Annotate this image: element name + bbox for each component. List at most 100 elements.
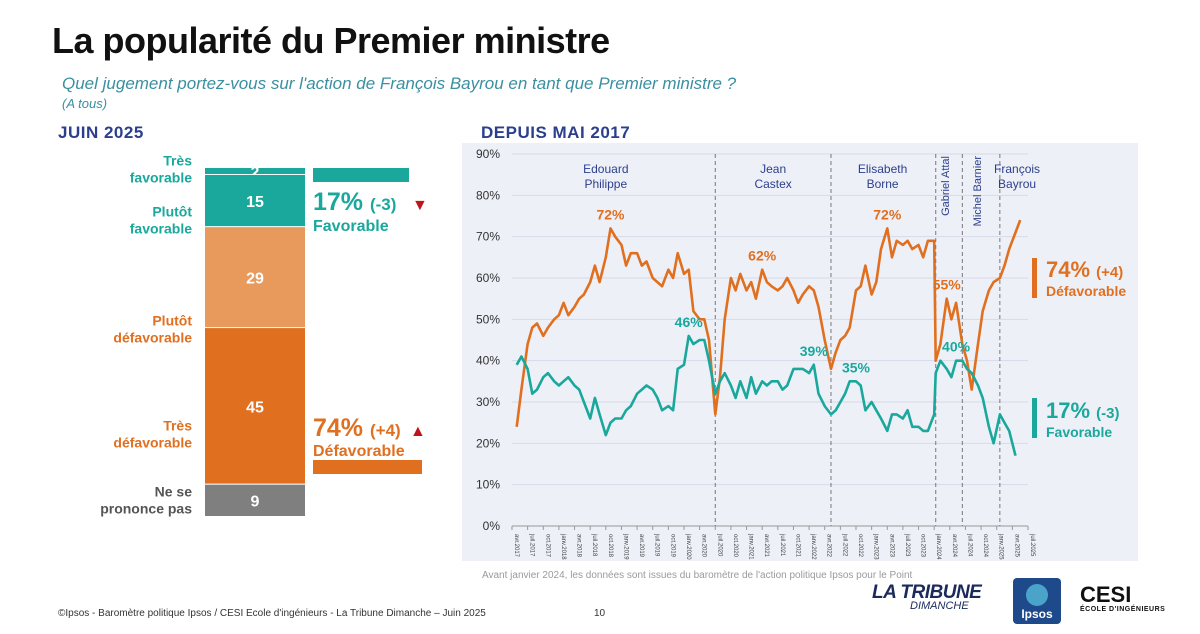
- series-line-favorable: [515, 334, 1017, 457]
- pm-label: Michel Barnier: [972, 156, 984, 227]
- x-tick-label: oct.2017: [544, 534, 550, 558]
- cesi-logo-subtitle: ÉCOLE D'INGÉNIEURS: [1080, 606, 1166, 613]
- x-tick-label: janv.2024: [935, 533, 941, 560]
- x-tick-label: avr.2024: [951, 534, 957, 558]
- sample-note: (A tous): [62, 96, 108, 111]
- bar-value-label: 15: [246, 194, 264, 211]
- bar-row-label: défavorable: [113, 330, 192, 346]
- pm-label: Philippe: [584, 177, 627, 191]
- bar-row-label: favorable: [130, 221, 192, 237]
- x-tick-label: avr.2017: [513, 534, 519, 558]
- x-tick-label: avr.2023: [888, 534, 894, 558]
- x-tick-label: juil.2021: [779, 533, 785, 557]
- x-tick-label: juil.2020: [716, 533, 722, 557]
- bar-row-label: favorable: [130, 169, 192, 185]
- x-tick-label: oct.2020: [732, 534, 738, 558]
- x-tick-label: janv.2023: [873, 533, 879, 560]
- x-tick-label: janv.2025: [998, 533, 1004, 560]
- pm-label: Castex: [754, 177, 791, 191]
- pm-label: Elisabeth: [858, 162, 907, 176]
- y-tick-label: 90%: [476, 147, 500, 161]
- x-tick-label: avr.2020: [701, 534, 707, 558]
- ipsos-logo: Ipsos: [1013, 578, 1061, 624]
- line-chart-panel: [462, 143, 1138, 561]
- bar-value-label: 29: [246, 271, 264, 288]
- x-tick-label: oct.2022: [857, 534, 863, 558]
- end-label-marker-defavorable: [1032, 258, 1037, 298]
- bar-value-label: 2: [251, 164, 260, 181]
- y-tick-label: 70%: [476, 230, 500, 244]
- bar-segment-3: [205, 328, 305, 485]
- x-tick-label: juil.2025: [1029, 533, 1035, 557]
- bar-row-label: défavorable: [113, 434, 192, 450]
- bar-segment-4: [205, 484, 305, 516]
- x-tick-label: oct.2023: [920, 534, 926, 558]
- pm-label: François: [994, 162, 1040, 176]
- x-tick-label: avr.2018: [576, 534, 582, 558]
- x-tick-label: janv.2021: [748, 533, 754, 560]
- la-tribune-dimanche-logo: DIMANCHE: [910, 600, 969, 612]
- bar-row-label: prononce pas: [100, 500, 192, 516]
- favorable-bracket-bar: [313, 168, 409, 182]
- end-label-defavorable-text: Défavorable: [1046, 283, 1126, 299]
- x-tick-label: janv.2018: [560, 533, 566, 560]
- bar-segment-1: [205, 174, 305, 228]
- x-tick-label: juil.2024: [966, 533, 972, 557]
- up-arrow-icon: ▲: [410, 423, 426, 440]
- x-tick-label: janv.2020: [685, 533, 691, 560]
- line-data-label: 72%: [596, 206, 625, 222]
- line-data-label: 39%: [800, 343, 829, 359]
- line-data-label: 46%: [675, 314, 704, 330]
- pm-label: Edouard: [583, 162, 628, 176]
- cesi-logo: CESI: [1080, 582, 1132, 607]
- survey-question: Quel jugement portez-vous sur l'action d…: [62, 74, 737, 93]
- bar-row-label: Très: [163, 152, 192, 168]
- x-tick-label: juil.2023: [904, 533, 910, 557]
- x-tick-label: oct.2024: [982, 534, 988, 558]
- favorable-summary-label: Favorable: [313, 218, 389, 235]
- y-tick-label: 20%: [476, 436, 500, 450]
- y-tick-label: 0%: [483, 519, 501, 533]
- x-tick-label: juil.2017: [529, 533, 535, 557]
- y-tick-label: 40%: [476, 354, 500, 368]
- series-line-défavorable: [515, 219, 1022, 427]
- x-tick-label: avr.2025: [1013, 534, 1019, 558]
- line-data-label: 35%: [842, 359, 871, 375]
- bar-value-label: 45: [246, 399, 264, 416]
- right-section-title: DEPUIS MAI 2017: [481, 123, 631, 142]
- x-tick-label: janv.2019: [622, 533, 628, 560]
- favorable-summary-value: 17% (-3): [313, 188, 396, 216]
- end-label-favorable-text: Favorable: [1046, 424, 1112, 440]
- defavorable-bracket-bar: [313, 460, 422, 474]
- x-tick-label: oct.2018: [607, 534, 613, 558]
- page-number: 10: [594, 608, 606, 619]
- x-tick-label: juil.2022: [841, 533, 847, 557]
- bar-segment-2: [205, 227, 305, 329]
- x-tick-label: juil.2018: [591, 533, 597, 557]
- x-tick-label: oct.2021: [794, 534, 800, 558]
- end-label-marker-favorable: [1032, 398, 1037, 438]
- bar-row-label: Plutôt: [152, 204, 192, 220]
- pm-label: Bayrou: [998, 177, 1036, 191]
- footer-text: ©Ipsos - Baromètre politique Ipsos / CES…: [58, 608, 486, 619]
- y-tick-label: 60%: [476, 271, 500, 285]
- pm-label: Gabriel Attal: [940, 156, 952, 216]
- x-tick-label: avr.2021: [763, 534, 769, 558]
- la-tribune-logo: LA TRIBUNE: [872, 582, 982, 603]
- x-tick-label: avr.2019: [638, 534, 644, 558]
- x-tick-label: juil.2019: [654, 533, 660, 557]
- page-title: La popularité du Premier ministre: [52, 20, 610, 61]
- defavorable-summary-value: 74% (+4): [313, 414, 401, 442]
- bar-row-label: Très: [163, 417, 192, 433]
- line-data-label: 72%: [873, 206, 902, 222]
- ipsos-logo-text: Ipsos: [1021, 607, 1053, 621]
- source-note: Avant janvier 2024, les données sont iss…: [482, 570, 913, 581]
- line-data-label: 62%: [748, 248, 777, 264]
- x-tick-label: oct.2019: [669, 534, 675, 558]
- y-tick-label: 80%: [476, 188, 500, 202]
- pm-label: Borne: [867, 177, 899, 191]
- x-tick-label: janv.2022: [810, 533, 816, 560]
- bar-value-label: 9: [251, 493, 260, 510]
- bar-segment-0: [205, 168, 305, 175]
